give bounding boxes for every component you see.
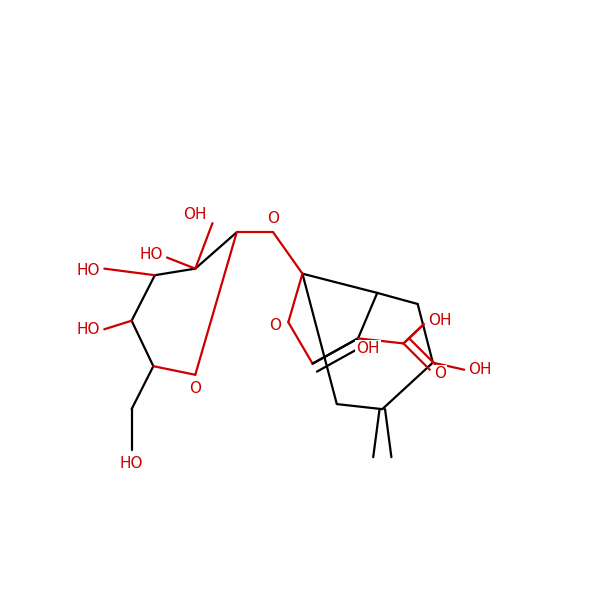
Text: OH: OH	[356, 341, 380, 356]
Text: HO: HO	[140, 247, 163, 262]
Text: OH: OH	[468, 362, 492, 377]
Text: HO: HO	[120, 455, 143, 470]
Text: HO: HO	[77, 322, 100, 337]
Text: OH: OH	[428, 313, 451, 328]
Text: OH: OH	[184, 207, 207, 222]
Text: O: O	[189, 382, 201, 397]
Text: O: O	[269, 318, 281, 333]
Text: O: O	[267, 211, 279, 226]
Text: HO: HO	[77, 263, 100, 278]
Text: O: O	[434, 366, 446, 381]
